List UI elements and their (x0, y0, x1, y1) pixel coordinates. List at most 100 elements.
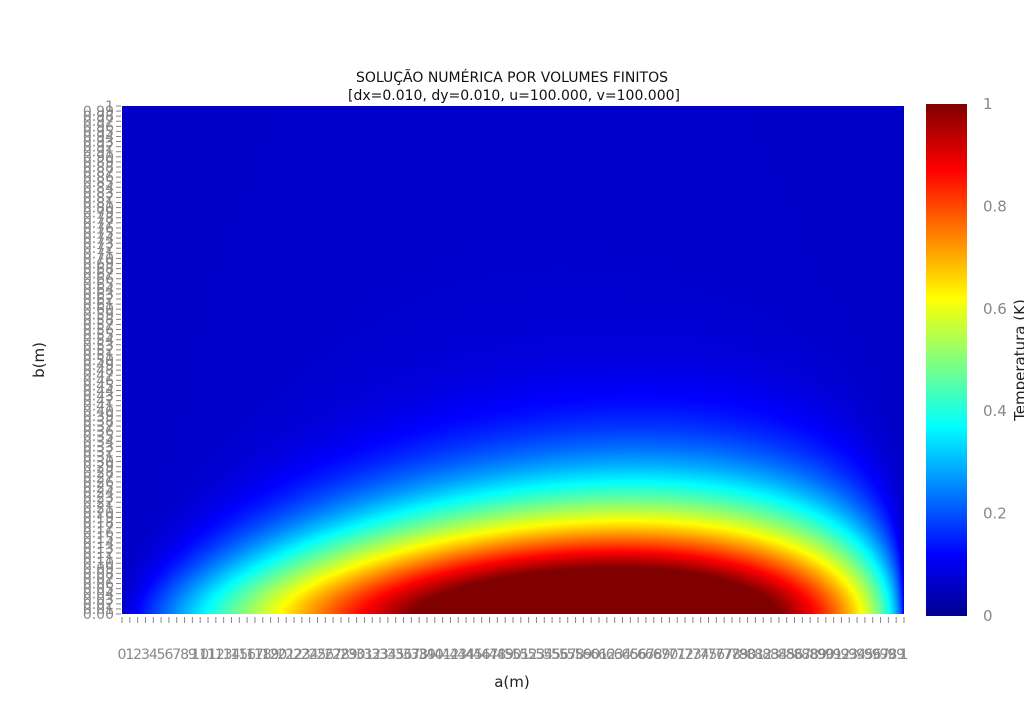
y-tick-label: 0.38 (83, 414, 114, 430)
x-tick-label: 90 (817, 647, 835, 663)
x-tick-label: 48 (488, 647, 506, 663)
x-tick-label: 31 (356, 647, 374, 663)
x-tick-label: 78 (723, 647, 741, 663)
chart-subtitle: [dx=0.010, dy=0.010, u=100.000, v=100.00… (348, 88, 680, 104)
x-tick-label: 7 (172, 647, 181, 663)
y-tick-label: 0.16 (83, 526, 114, 542)
y-tick-label: 0.20 (83, 505, 114, 521)
x-tick-label: 37 (402, 647, 420, 663)
y-tick-label: 0.79 (83, 206, 114, 222)
y-tick-label: 0.66 (83, 272, 114, 288)
y-tick-label: 0.59 (83, 307, 114, 323)
y-tick-label: 0.65 (83, 277, 114, 293)
x-tick-label: 65 (621, 647, 639, 663)
x-tick-label: 57 (559, 647, 577, 663)
y-tick-label: 0.48 (83, 363, 114, 379)
y-tick-label: 0.93 (83, 135, 114, 151)
y-tick-label: 0.60 (83, 302, 114, 318)
y-tick-label: 0.82 (83, 190, 114, 206)
x-tick-label: 4 (149, 647, 158, 663)
y-tick-label: 0.11 (83, 551, 114, 567)
y-tick-label: 0.85 (83, 175, 114, 191)
x-tick-label: 81 (747, 647, 765, 663)
y-tick-label: 0.32 (83, 444, 114, 460)
x-tick-label: 98 (879, 647, 897, 663)
x-tick-label: 13 (215, 647, 233, 663)
y-tick-label: 0.56 (83, 323, 114, 339)
x-tick-label: 24 (301, 647, 319, 663)
y-tick-label: 0.10 (83, 556, 114, 572)
y-tick-label: 0.81 (83, 196, 114, 212)
x-tick-label: 97 (872, 647, 890, 663)
x-tick-label: 73 (684, 647, 702, 663)
y-tick-label: 0.33 (83, 439, 114, 455)
y-tick-label: 0.28 (83, 465, 114, 481)
y-tick-label: 0.09 (83, 561, 114, 577)
y-tick-label: 0.95 (83, 124, 114, 140)
x-tick-label: 79 (731, 647, 749, 663)
x-tick-label: 0 (118, 647, 127, 663)
y-tick-label: 0.18 (83, 516, 114, 532)
x-tick-label: 93 (840, 647, 858, 663)
colorbar-tick-label: 0.6 (983, 300, 1007, 318)
y-tick-label: 0.67 (83, 267, 114, 283)
x-tick-label: 20 (269, 647, 287, 663)
y-tick-label: 0.89 (83, 155, 114, 171)
x-tick-label: 54 (535, 647, 553, 663)
chart-title: SOLUÇÃO NUMÉRICA POR VOLUMES FINITOS (356, 69, 668, 86)
x-tick-label: 15 (230, 647, 248, 663)
x-tick-label: 74 (692, 647, 710, 663)
x-tick-label: 82 (754, 647, 772, 663)
x-tick-label: 1 (125, 647, 134, 663)
y-tick-label: 0.54 (83, 333, 114, 349)
x-tick-label: 2 (133, 647, 142, 663)
y-tick-label: 0.55 (83, 328, 114, 344)
x-tick-label: 32 (363, 647, 381, 663)
y-tick-label: 0.24 (83, 485, 114, 501)
x-tick-label: 17 (246, 647, 264, 663)
x-tick-label: 50 (504, 647, 522, 663)
y-tick-label: 0.99 (83, 104, 114, 120)
x-tick-label: 36 (395, 647, 413, 663)
y-tick-label: 0.80 (83, 201, 114, 217)
y-tick-label: 0.92 (83, 140, 114, 156)
y-tick-label: 0.46 (83, 373, 114, 389)
y-tick-label: 0.57 (83, 317, 114, 333)
y-tick-label: 0.15 (83, 531, 114, 547)
heatmap-canvas (122, 106, 904, 614)
y-tick-label: 0.19 (83, 510, 114, 526)
x-tick-label: 64 (614, 647, 632, 663)
y-tick-label: 0.88 (83, 160, 114, 176)
y-tick-label: 0.00 (83, 607, 114, 623)
y-tick-label: 0.78 (83, 211, 114, 227)
x-tick-label: 99 (887, 647, 905, 663)
x-tick-label: 5 (157, 647, 166, 663)
y-tick-label: 0.61 (83, 297, 114, 313)
y-tick-label: 0.74 (83, 231, 114, 247)
y-tick-label: 0.13 (83, 541, 114, 557)
y-tick-label: 0.75 (83, 226, 114, 242)
x-tick-label: 95 (856, 647, 874, 663)
x-tick-label: 34 (379, 647, 397, 663)
y-tick-label: 0.37 (83, 419, 114, 435)
x-tick-label: 22 (285, 647, 303, 663)
x-tick-label: 29 (340, 647, 358, 663)
y-tick-label: 0.51 (83, 348, 114, 364)
x-tick-label: 89 (809, 647, 827, 663)
x-tick-label: 56 (551, 647, 569, 663)
y-tick-label: 0.50 (83, 353, 114, 369)
y-axis: 0.000.010.020.030.040.050.060.070.080.09… (83, 99, 121, 623)
x-tick-label: 86 (786, 647, 804, 663)
y-tick-label: 0.97 (83, 114, 114, 130)
y-tick-label: 0.31 (83, 450, 114, 466)
x-tick-label: 10 (191, 647, 209, 663)
x-tick-label: 33 (371, 647, 389, 663)
x-tick-label: 27 (324, 647, 342, 663)
x-tick-label: 47 (481, 647, 499, 663)
x-tick-label: 23 (293, 647, 311, 663)
y-tick-label: 0.22 (83, 495, 114, 511)
x-axis: 0123456789101112131415161718192021222324… (118, 617, 908, 663)
y-tick-label: 0.71 (83, 246, 114, 262)
x-tick-label: 28 (332, 647, 350, 663)
y-tick-label: 0.52 (83, 343, 114, 359)
